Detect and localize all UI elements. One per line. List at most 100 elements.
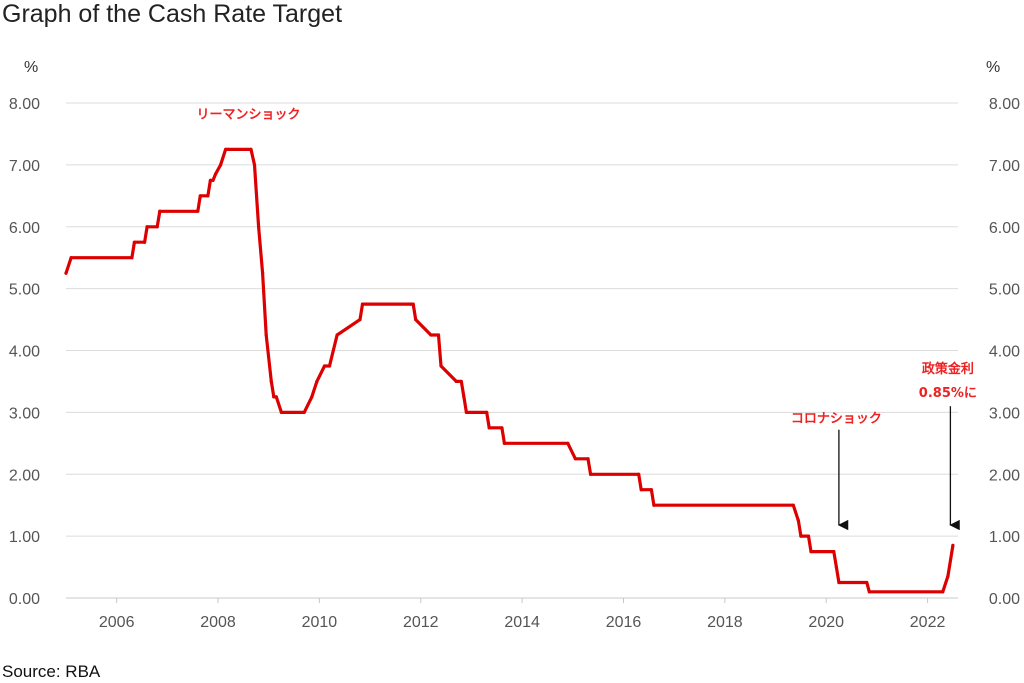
data-point xyxy=(218,163,223,167)
y-tick-label-right: 0.00 xyxy=(989,591,1020,608)
x-tick-label: 2022 xyxy=(910,614,946,631)
annotation-label: コロナショック xyxy=(791,411,882,426)
annotation-label: リーマンショック xyxy=(196,107,300,122)
y-tick-label-left: 0.00 xyxy=(9,591,40,608)
y-tick-label-left: 2.00 xyxy=(9,467,40,484)
data-point xyxy=(279,410,283,414)
y-tick-label-left: 4.00 xyxy=(9,344,40,361)
y-unit-left: % xyxy=(24,59,38,76)
data-point xyxy=(436,333,441,337)
x-tick-label: 2016 xyxy=(606,614,642,631)
data-point xyxy=(796,519,800,523)
data-point xyxy=(272,395,276,399)
data-point xyxy=(652,503,656,507)
y-tick-label-right: 5.00 xyxy=(989,282,1020,299)
y-tick-label-right: 6.00 xyxy=(989,220,1020,237)
y-tick-label-right: 4.00 xyxy=(989,344,1020,361)
y-tick-label-left: 6.00 xyxy=(9,220,40,237)
data-point xyxy=(269,379,273,384)
data-point xyxy=(809,549,813,554)
data-point xyxy=(464,410,468,414)
data-point xyxy=(310,395,314,399)
data-point xyxy=(487,426,491,430)
data-point xyxy=(566,441,570,445)
data-point xyxy=(459,379,463,384)
data-point xyxy=(198,194,202,198)
data-point xyxy=(462,395,466,399)
data-point xyxy=(274,395,278,399)
data-point xyxy=(322,364,327,368)
data-point xyxy=(799,534,803,538)
data-point xyxy=(142,240,147,244)
data-point xyxy=(500,426,504,430)
data-point xyxy=(485,410,489,414)
y-tick-label-right: 1.00 xyxy=(989,529,1020,546)
data-point xyxy=(224,147,228,152)
data-point xyxy=(454,379,458,384)
data-point xyxy=(837,580,841,585)
data-point xyxy=(145,225,149,229)
x-tick-label: 2010 xyxy=(302,614,338,631)
y-tick-label-left: 1.00 xyxy=(9,529,40,546)
data-point xyxy=(649,488,653,492)
y-tick-label-left: 3.00 xyxy=(9,405,40,422)
data-point xyxy=(573,457,577,461)
annotation-label: 政策金利 xyxy=(922,361,974,377)
data-point xyxy=(951,543,955,548)
y-tick-label-right: 2.00 xyxy=(989,467,1020,484)
data-point xyxy=(411,302,415,306)
data-point xyxy=(264,333,268,337)
data-point xyxy=(639,488,643,492)
data-point xyxy=(414,317,418,322)
source-note: Source: RBA xyxy=(2,662,101,681)
data-point xyxy=(155,225,159,229)
y-tick-label-right: 3.00 xyxy=(989,405,1020,422)
data-point xyxy=(213,172,218,176)
data-point xyxy=(158,209,162,213)
data-point xyxy=(637,472,641,476)
data-point xyxy=(502,441,506,445)
data-point xyxy=(211,178,215,182)
y-unit-right: % xyxy=(986,59,1000,76)
y-tick-label-left: 8.00 xyxy=(9,96,40,113)
data-point xyxy=(226,147,230,152)
data-point xyxy=(834,565,838,569)
cash-rate-series-line xyxy=(64,147,955,594)
x-tick-label: 2008 xyxy=(200,614,236,631)
data-point xyxy=(791,503,795,507)
data-point xyxy=(867,590,871,594)
y-tick-label-right: 7.00 xyxy=(989,158,1020,175)
data-point xyxy=(315,379,319,384)
series-layer xyxy=(64,147,955,594)
y-tick-label-left: 5.00 xyxy=(9,282,40,299)
data-point xyxy=(130,256,134,260)
x-tick-label: 2012 xyxy=(403,614,439,631)
data-point xyxy=(806,534,811,538)
y-tick-label-left: 7.00 xyxy=(9,158,40,175)
data-point xyxy=(409,302,413,306)
data-point xyxy=(865,580,869,585)
data-point xyxy=(335,333,339,337)
chart-title: Graph of the Cash Rate Target xyxy=(2,0,343,28)
data-point xyxy=(256,225,261,229)
y-tick-label-right: 8.00 xyxy=(989,96,1020,113)
grid-lines xyxy=(66,102,958,599)
x-tick-label: 2020 xyxy=(808,614,844,631)
data-point xyxy=(358,317,362,322)
cash-rate-line-chart: 0.00 0.00 1.00 1.00 2.00 2.00 3.00 3.00 4.00 4.00… xyxy=(9,59,1020,631)
data-point xyxy=(196,209,200,213)
data-point xyxy=(832,549,836,554)
data-point xyxy=(252,163,257,167)
data-point xyxy=(946,574,950,578)
data-point xyxy=(429,333,433,337)
data-point xyxy=(249,147,253,152)
data-point xyxy=(64,271,68,275)
data-point xyxy=(941,590,945,594)
data-point xyxy=(327,364,332,368)
x-tick-label: 2014 xyxy=(504,614,540,631)
data-point xyxy=(208,178,213,182)
data-point xyxy=(360,302,365,306)
x-tick-labels: 2006 2008 2010 2012 2014 2016 2018 2020 2022 xyxy=(99,598,946,631)
annotation-label: 0.85%に xyxy=(919,386,977,401)
